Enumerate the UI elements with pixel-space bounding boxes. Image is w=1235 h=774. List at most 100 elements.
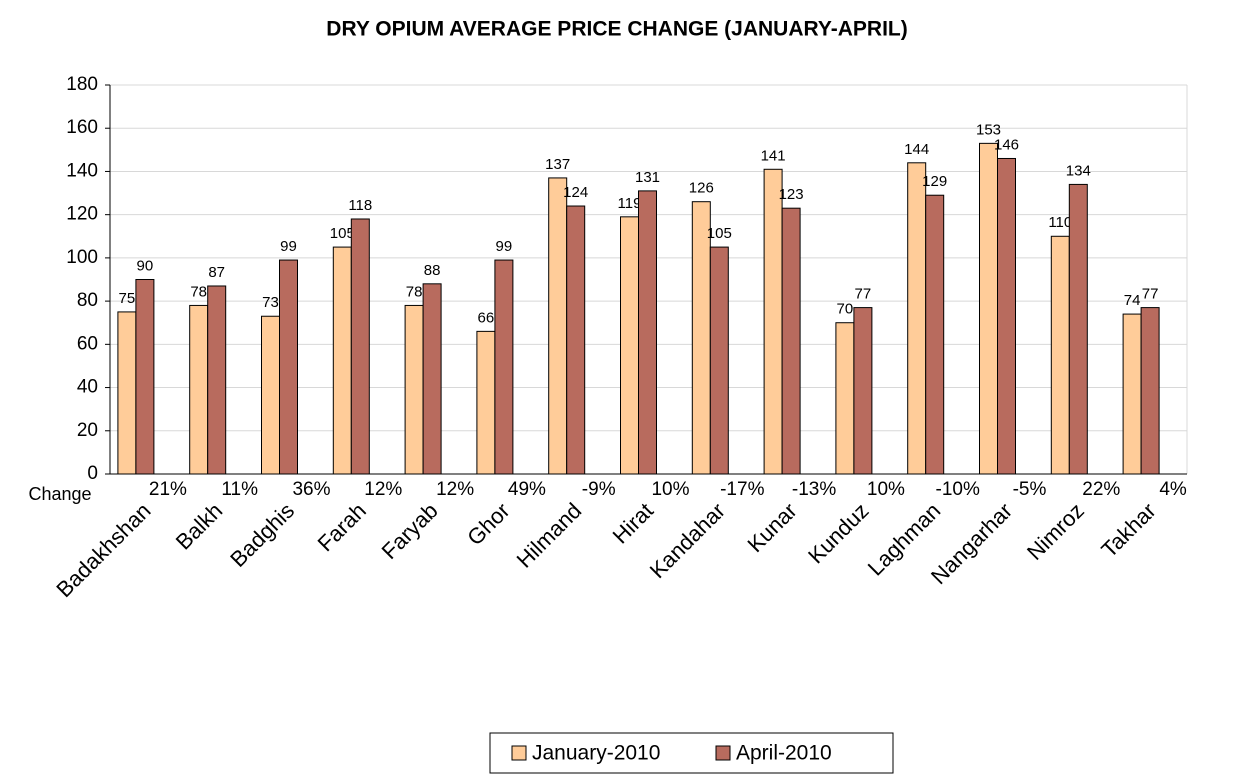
change-value: 36% — [292, 479, 330, 500]
value-label: 119 — [618, 195, 642, 212]
y-tick-label: 80 — [77, 290, 98, 311]
bar — [279, 259, 298, 475]
bar — [620, 216, 639, 475]
chart-title: DRY OPIUM AVERAGE PRICE CHANGE (JANUARY-… — [326, 18, 907, 41]
bar — [1122, 313, 1142, 475]
legend-swatch — [715, 745, 731, 761]
change-value: 12% — [436, 479, 474, 500]
x-tick-label: Ghor — [462, 498, 514, 550]
bar — [422, 283, 442, 475]
value-label: 105 — [330, 225, 355, 242]
value-label: 134 — [1066, 162, 1091, 179]
y-tick-label: 20 — [77, 420, 98, 441]
value-label: 110 — [1048, 214, 1072, 231]
bar — [979, 142, 998, 475]
bar — [997, 157, 1016, 475]
change-value: -10% — [936, 479, 980, 500]
bar — [404, 304, 424, 475]
x-tick-label: Hirat — [608, 498, 659, 549]
legend-label: April-2010 — [736, 742, 832, 765]
change-value: -9% — [582, 479, 616, 500]
bar — [638, 190, 657, 475]
bar — [1140, 307, 1160, 475]
x-tick-label: Kunduz — [803, 498, 873, 568]
change-value: 10% — [651, 479, 689, 500]
value-label: 90 — [137, 257, 154, 274]
x-tick-label: Nimroz — [1022, 498, 1089, 565]
value-label: 137 — [545, 156, 570, 173]
bar — [709, 246, 729, 475]
bar — [117, 311, 137, 475]
value-label: 118 — [348, 197, 372, 214]
value-label: 73 — [262, 294, 279, 311]
bar — [853, 307, 873, 475]
change-value: 22% — [1082, 479, 1120, 500]
bar — [189, 304, 209, 475]
legend-swatch — [511, 745, 527, 761]
y-tick-label: 60 — [77, 333, 98, 354]
x-tick-label: Farah — [313, 498, 371, 556]
bar — [494, 259, 514, 475]
y-tick-label: 180 — [66, 74, 98, 95]
change-value: 11% — [221, 479, 258, 500]
value-label: 99 — [280, 238, 297, 255]
change-value: -17% — [720, 479, 764, 500]
bar — [566, 205, 586, 475]
y-tick-label: 100 — [66, 247, 98, 268]
bar — [332, 246, 352, 475]
bar — [350, 218, 370, 475]
bar — [781, 207, 801, 475]
bar — [476, 330, 496, 475]
x-tick-label: Kunar — [743, 498, 802, 557]
y-tick-label: 120 — [66, 204, 98, 225]
change-value: 4% — [1159, 479, 1187, 500]
bar — [1068, 183, 1088, 475]
change-value: 21% — [149, 479, 187, 500]
x-tick-label: Badghis — [225, 498, 299, 572]
bar — [261, 315, 280, 475]
y-tick-label: 0 — [87, 463, 98, 484]
value-label: 87 — [208, 264, 225, 281]
value-label: 77 — [855, 286, 872, 303]
change-value: -5% — [1013, 479, 1047, 500]
change-value: 10% — [867, 479, 905, 500]
value-label: 99 — [496, 238, 513, 255]
change-label: Change — [28, 484, 91, 504]
value-label: 146 — [994, 136, 1019, 153]
y-tick-label: 160 — [66, 117, 98, 138]
change-value: 12% — [364, 479, 402, 500]
value-label: 88 — [424, 262, 441, 279]
value-label: 131 — [635, 169, 660, 186]
bar — [135, 279, 155, 475]
legend-label: January-2010 — [532, 742, 660, 765]
bar — [207, 285, 227, 475]
value-label: 105 — [707, 225, 732, 242]
value-label: 123 — [779, 186, 804, 203]
value-label: 77 — [1142, 286, 1159, 303]
bar — [691, 201, 711, 475]
y-tick-label: 140 — [66, 160, 98, 181]
value-label: 75 — [119, 290, 136, 307]
bar — [548, 177, 568, 475]
y-tick-label: 40 — [77, 377, 98, 398]
x-tick-label: Faryab — [377, 498, 443, 564]
value-label: 124 — [563, 184, 588, 201]
bar — [907, 162, 927, 475]
x-tick-label: Kandahar — [645, 498, 730, 583]
x-tick-label: Takhar — [1096, 498, 1160, 562]
value-label: 144 — [904, 141, 929, 158]
x-tick-label: Balkh — [171, 498, 228, 555]
value-label: 141 — [761, 147, 786, 164]
value-label: 74 — [1124, 292, 1141, 309]
value-label: 126 — [689, 180, 714, 197]
bar — [763, 168, 783, 475]
change-value: -13% — [792, 479, 836, 500]
value-label: 153 — [976, 121, 1001, 138]
legend-box — [489, 732, 894, 774]
x-tick-label: Hilmand — [512, 498, 587, 573]
value-label: 70 — [837, 301, 854, 318]
value-label: 78 — [190, 283, 207, 300]
bar — [835, 322, 855, 475]
bar — [1050, 235, 1070, 475]
